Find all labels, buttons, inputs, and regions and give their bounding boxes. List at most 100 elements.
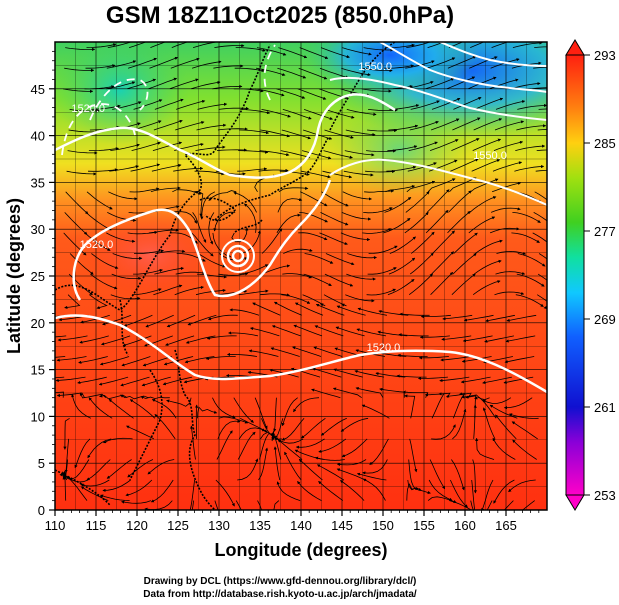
chart-title: GSM 18Z11Oct2025 (850.0hPa): [105, 2, 455, 29]
streamline: [64, 212, 88, 235]
streamline: [397, 353, 428, 357]
streamline: [297, 88, 327, 100]
streamline: [407, 162, 437, 172]
streamline: [239, 264, 269, 275]
streamline: [505, 335, 536, 343]
streamline: [512, 439, 537, 460]
streamline: [233, 88, 264, 93]
streamline: [295, 438, 325, 449]
streamline: [284, 451, 302, 481]
streamline: [260, 264, 291, 275]
streamline: [110, 294, 141, 301]
streamline: [150, 186, 181, 193]
coastlines: [55, 42, 396, 510]
y-tick-label: 25: [31, 269, 45, 284]
streamline: [277, 439, 303, 460]
streamline: [175, 271, 206, 275]
streamline: [335, 326, 365, 337]
streamline: [298, 67, 328, 80]
streamline: [214, 43, 245, 48]
streamline: [63, 88, 94, 93]
streamline: [506, 314, 537, 322]
streamline: [282, 273, 313, 279]
streamline: [453, 392, 466, 419]
streamline: [409, 120, 439, 131]
streamline: [214, 500, 219, 510]
y-tick-label: 45: [31, 82, 45, 97]
streamline: [193, 190, 204, 217]
streamline: [280, 150, 311, 159]
streamline: [255, 88, 285, 97]
streamline: [65, 47, 96, 52]
streamline: [175, 121, 205, 131]
streamline: [325, 253, 355, 266]
streamline: [282, 109, 312, 120]
streamline: [406, 180, 436, 193]
streamline: [100, 335, 131, 346]
streamline: [125, 479, 153, 497]
streamline: [281, 129, 312, 140]
streamline: [197, 102, 228, 110]
streamline: [514, 164, 545, 172]
streamline: [445, 392, 472, 398]
streamline: [388, 124, 419, 131]
streamline: [299, 212, 328, 223]
streamline: [356, 328, 387, 337]
streamline: [281, 294, 311, 304]
colorbar-tick-label: 269: [594, 312, 616, 327]
streamline: [385, 185, 416, 193]
streamline: [314, 456, 345, 461]
streamline: [388, 257, 416, 275]
x-tick-label: 135: [249, 518, 271, 533]
streamline: [367, 267, 397, 275]
streamline: [260, 129, 291, 138]
streamline: [80, 479, 110, 487]
streamline: [452, 253, 477, 275]
colorbar-tick-label: 261: [594, 400, 616, 415]
streamline: [212, 232, 232, 258]
streamline: [430, 118, 460, 131]
streamline: [127, 78, 157, 90]
streamline: [448, 190, 472, 213]
streamline: [213, 211, 236, 232]
streamline: [273, 397, 277, 432]
streamline: [238, 289, 269, 296]
streamline: [318, 480, 344, 501]
streamline: [215, 479, 235, 507]
streamline: [194, 170, 225, 176]
streamline: [111, 273, 142, 281]
streamline: [57, 335, 88, 342]
streamline: [532, 232, 547, 243]
streamline: [127, 459, 154, 478]
streamline: [453, 232, 478, 254]
streamline: [107, 212, 137, 222]
y-axis-label: Latitude (degrees): [4, 198, 24, 354]
streamline: [64, 294, 81, 309]
streamline: [378, 309, 409, 316]
streamline: [495, 100, 526, 110]
streamline: [347, 253, 378, 260]
streamline: [301, 170, 331, 179]
streamline: [429, 459, 446, 490]
streamline: [485, 314, 515, 323]
streamline: [462, 335, 493, 343]
y-tick-label: 15: [31, 363, 45, 378]
streamline: [304, 253, 334, 264]
streamline: [109, 165, 140, 172]
streamline: [363, 207, 393, 214]
streamline: [254, 397, 268, 430]
streamline: [490, 207, 521, 213]
streamline: [399, 312, 430, 316]
x-tick-label: 120: [126, 518, 148, 533]
streamline: [240, 230, 261, 254]
x-tick-label: 145: [331, 518, 353, 533]
streamline: [102, 479, 131, 492]
streamline: [517, 253, 546, 267]
streamline: [67, 150, 98, 155]
streamline: [494, 120, 525, 131]
streamline: [154, 266, 185, 275]
streamline: [534, 191, 547, 201]
streamline: [452, 408, 467, 440]
streamline: [185, 335, 216, 344]
streamline: [470, 500, 478, 510]
